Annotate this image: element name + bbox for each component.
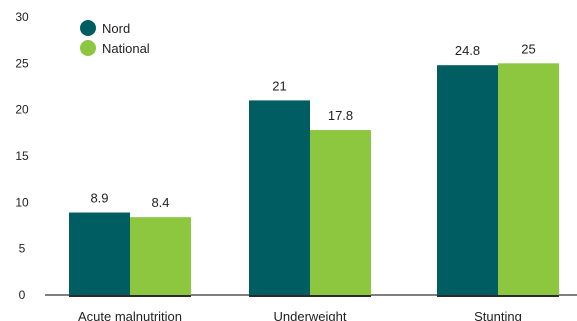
y-tick-label: 15: [15, 149, 29, 163]
legend-label-nord: Nord: [102, 21, 130, 36]
y-tick-label: 5: [19, 242, 26, 256]
data-label: 8.4: [151, 195, 169, 210]
category-label: Stunting: [474, 309, 522, 321]
category-label: Underweight: [274, 309, 347, 321]
bars: [69, 63, 559, 296]
x-axis: [45, 294, 577, 297]
data-label: 8.9: [90, 191, 108, 206]
legend: Nord National: [80, 20, 150, 56]
category-label: Acute malnutrition: [78, 309, 182, 321]
bar-base-strip: [437, 295, 559, 297]
y-tick-label: 25: [15, 56, 29, 70]
data-labels: 8.9 21 24.8 8.4 17.8 25: [90, 41, 535, 210]
legend-swatch-nord: [80, 20, 96, 36]
y-tick-label: 0: [19, 288, 26, 302]
bar-base-strip: [249, 295, 371, 297]
category-labels: Acute malnutrition Underweight Stunting: [78, 309, 522, 321]
data-label: 21: [272, 78, 286, 93]
bar-national-3: [498, 63, 559, 296]
data-label: 25: [521, 41, 535, 56]
y-tick-label: 30: [15, 10, 29, 24]
data-label: 24.8: [455, 43, 480, 58]
legend-label-national: National: [102, 41, 150, 56]
data-label: 17.8: [328, 108, 353, 123]
y-axis: 0 5 10 15 20 25 30: [15, 10, 29, 302]
bar-base-strip: [69, 295, 191, 297]
bar-national-2: [310, 130, 371, 295]
bar-national-1: [130, 217, 191, 295]
bar-nord-1: [69, 212, 130, 295]
bar-nord-3: [437, 65, 498, 295]
legend-swatch-national: [80, 40, 96, 56]
y-tick-label: 10: [15, 195, 29, 209]
bar-nord-2: [249, 100, 310, 296]
y-tick-label: 20: [15, 103, 29, 117]
